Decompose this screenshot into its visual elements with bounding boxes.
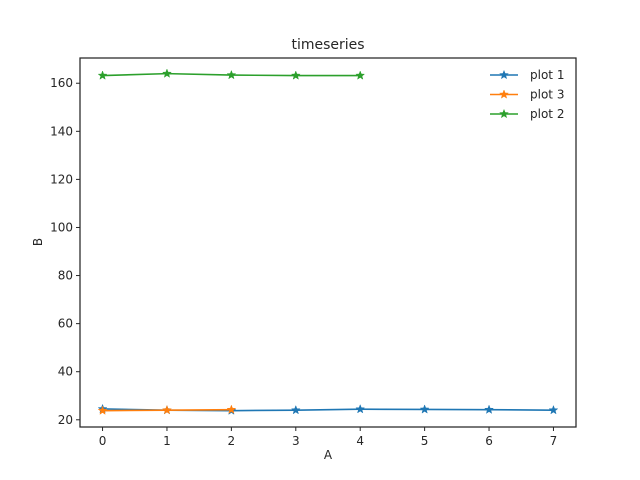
- data-point: [226, 404, 237, 414]
- data-point: [97, 70, 108, 80]
- plot-background: [80, 58, 576, 427]
- x-tick-label: 0: [99, 434, 107, 448]
- y-tick-label: 140: [50, 124, 73, 138]
- legend-item: plot 3: [490, 88, 564, 102]
- legend-marker: [499, 108, 509, 119]
- y-tick-label: 120: [50, 172, 73, 186]
- data-point: [162, 68, 172, 78]
- y-tick-label: 20: [58, 413, 73, 427]
- legend-item: plot 1: [490, 68, 564, 82]
- legend: plot 1 plot 3 plot 2: [490, 68, 564, 121]
- y-tick-label: 160: [50, 76, 73, 90]
- x-axis-label: A: [324, 448, 333, 462]
- y-tick-label: 60: [58, 317, 73, 331]
- plot-frame: [79, 57, 577, 428]
- x-tick-label: 2: [228, 434, 236, 448]
- legend-marker: [499, 69, 509, 80]
- x-tick-label: 5: [421, 434, 429, 448]
- data-point: [355, 70, 366, 80]
- legend-label: plot 2: [530, 107, 564, 121]
- data-point: [419, 404, 430, 414]
- y-tick-label: 100: [50, 220, 73, 234]
- chart-title: timeseries: [291, 37, 364, 53]
- y-axis-label: B: [31, 238, 45, 246]
- data-point: [162, 404, 172, 415]
- data-point: [290, 404, 301, 415]
- data-point: [97, 405, 108, 415]
- legend-item: plot 2: [490, 107, 564, 121]
- plot-area: 0 1 2 3 4 5 6 7 20 40 60 80 100 120 140 160: [50, 57, 577, 448]
- data-point: [226, 69, 237, 80]
- x-tick-label: 4: [356, 434, 364, 448]
- data-point: [355, 403, 366, 414]
- y-tick-label: 80: [58, 269, 73, 283]
- x-tick-label: 6: [485, 434, 493, 448]
- legend-label: plot 3: [530, 88, 564, 102]
- x-tick-label: 7: [550, 434, 558, 448]
- x-tick-label: 1: [163, 434, 171, 448]
- series-group: [97, 68, 559, 415]
- legend-label: plot 1: [530, 68, 564, 82]
- x-tick-label: 3: [292, 434, 300, 448]
- y-axis-ticks: 20 40 60 80 100 120 140 160: [50, 76, 80, 427]
- series-plot-2: [97, 68, 366, 80]
- y-tick-label: 40: [58, 365, 73, 379]
- series-plot-3: [97, 404, 237, 415]
- x-axis-ticks: 0 1 2 3 4 5 6 7: [99, 427, 558, 448]
- data-point: [548, 404, 559, 415]
- legend-marker: [499, 89, 509, 99]
- data-point: [290, 70, 301, 80]
- data-point: [484, 404, 494, 414]
